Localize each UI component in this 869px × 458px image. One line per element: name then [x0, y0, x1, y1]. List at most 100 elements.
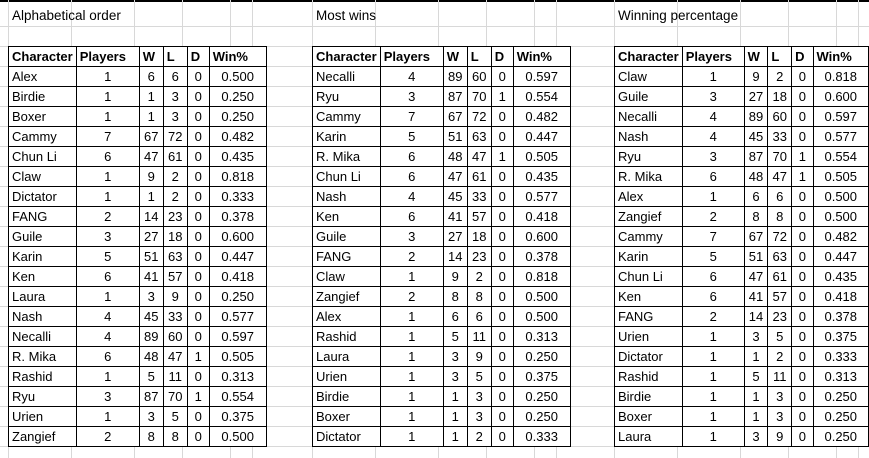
- cell-w[interactable]: 48: [743, 166, 769, 187]
- cell-l[interactable]: 47: [767, 166, 793, 187]
- cell-character[interactable]: Chun Li: [8, 146, 77, 167]
- cell-players[interactable]: 1: [681, 366, 745, 387]
- cell-pct[interactable]: 0.600: [812, 86, 869, 107]
- cell-pct[interactable]: 0.482: [812, 226, 869, 247]
- column-header-players[interactable]: Players: [379, 46, 444, 67]
- cell-w[interactable]: 41: [138, 266, 164, 287]
- cell-d[interactable]: 0: [186, 166, 210, 187]
- cell-pct[interactable]: 0.313: [812, 366, 869, 387]
- cell-w[interactable]: 89: [138, 326, 164, 347]
- cell-d[interactable]: 0: [186, 266, 210, 287]
- cell-w[interactable]: 47: [743, 266, 769, 287]
- cell-d[interactable]: 0: [791, 126, 814, 147]
- cell-pct[interactable]: 0.333: [812, 346, 869, 367]
- table-row[interactable]: Zangief 2 8 8 0 0.500: [614, 206, 869, 227]
- cell-pct[interactable]: 0.597: [512, 66, 571, 87]
- cell-l[interactable]: 8: [466, 286, 492, 307]
- stats-table-winning-percentage[interactable]: Character Players W L D Win% Claw 1 9 2 0 0.818 Guil…: [614, 46, 869, 447]
- table-row[interactable]: Cammy 7 67 72 0 0.482: [8, 126, 267, 147]
- table-row[interactable]: Chun Li 6 47 61 0 0.435: [312, 166, 571, 187]
- cell-character[interactable]: Karin: [8, 246, 77, 267]
- cell-character[interactable]: Guile: [8, 226, 77, 247]
- table-row[interactable]: Rashid 1 5 11 0 0.313: [8, 366, 267, 387]
- cell-w[interactable]: 9: [138, 166, 164, 187]
- cell-character[interactable]: R. Mika: [312, 146, 381, 167]
- cell-w[interactable]: 27: [442, 226, 468, 247]
- cell-w[interactable]: 6: [442, 306, 468, 327]
- cell-l[interactable]: 33: [767, 126, 793, 147]
- cell-w[interactable]: 47: [138, 146, 164, 167]
- cell-players[interactable]: 3: [379, 226, 444, 247]
- table-row[interactable]: Alex 1 6 6 0 0.500: [614, 186, 869, 207]
- cell-pct[interactable]: 0.577: [512, 186, 571, 207]
- cell-players[interactable]: 6: [379, 166, 444, 187]
- cell-players[interactable]: 1: [681, 186, 745, 207]
- cell-pct[interactable]: 0.500: [208, 426, 267, 447]
- cell-pct[interactable]: 0.435: [512, 166, 571, 187]
- cell-l[interactable]: 23: [162, 206, 188, 227]
- cell-l[interactable]: 18: [466, 226, 492, 247]
- cell-l[interactable]: 3: [162, 106, 188, 127]
- cell-players[interactable]: 1: [75, 406, 140, 427]
- cell-d[interactable]: 0: [490, 66, 514, 87]
- cell-pct[interactable]: 0.250: [512, 406, 571, 427]
- cell-d[interactable]: 0: [186, 186, 210, 207]
- cell-character[interactable]: Laura: [8, 286, 77, 307]
- cell-players[interactable]: 2: [681, 206, 745, 227]
- cell-w[interactable]: 9: [442, 266, 468, 287]
- cell-players[interactable]: 6: [379, 146, 444, 167]
- cell-l[interactable]: 63: [767, 246, 793, 267]
- cell-d[interactable]: 0: [791, 106, 814, 127]
- cell-l[interactable]: 70: [466, 86, 492, 107]
- cell-players[interactable]: 6: [681, 166, 745, 187]
- cell-players[interactable]: 1: [681, 326, 745, 347]
- cell-players[interactable]: 1: [75, 166, 140, 187]
- table-row[interactable]: Rashid 1 5 11 0 0.313: [312, 326, 571, 347]
- column-header-l[interactable]: L: [466, 46, 492, 67]
- cell-pct[interactable]: 0.597: [208, 326, 267, 347]
- table-row[interactable]: Zangief 2 8 8 0 0.500: [312, 286, 571, 307]
- cell-d[interactable]: 0: [186, 426, 210, 447]
- cell-l[interactable]: 8: [162, 426, 188, 447]
- cell-l[interactable]: 72: [162, 126, 188, 147]
- column-header-pct[interactable]: Win%: [812, 46, 869, 67]
- cell-character[interactable]: Necalli: [614, 106, 683, 127]
- table-row[interactable]: Nash 4 45 33 0 0.577: [614, 126, 869, 147]
- cell-l[interactable]: 3: [162, 86, 188, 107]
- cell-d[interactable]: 0: [791, 186, 814, 207]
- cell-pct[interactable]: 0.250: [812, 386, 869, 407]
- cell-pct[interactable]: 0.378: [512, 246, 571, 267]
- cell-d[interactable]: 1: [490, 86, 514, 107]
- cell-character[interactable]: Cammy: [614, 226, 683, 247]
- table-row[interactable]: R. Mika 6 48 47 1 0.505: [614, 166, 869, 187]
- cell-players[interactable]: 1: [379, 306, 444, 327]
- cell-w[interactable]: 89: [442, 66, 468, 87]
- cell-players[interactable]: 1: [75, 106, 140, 127]
- cell-l[interactable]: 5: [162, 406, 188, 427]
- cell-pct[interactable]: 0.577: [208, 306, 267, 327]
- table-row[interactable]: Ken 6 41 57 0 0.418: [312, 206, 571, 227]
- column-header-d[interactable]: D: [186, 46, 210, 67]
- cell-l[interactable]: 70: [162, 386, 188, 407]
- cell-players[interactable]: 6: [681, 266, 745, 287]
- cell-d[interactable]: 0: [490, 246, 514, 267]
- cell-d[interactable]: 1: [791, 166, 814, 187]
- cell-pct[interactable]: 0.505: [208, 346, 267, 367]
- cell-pct[interactable]: 0.250: [512, 386, 571, 407]
- table-row[interactable]: Urien 1 3 5 0 0.375: [614, 326, 869, 347]
- cell-pct[interactable]: 0.577: [812, 126, 869, 147]
- cell-character[interactable]: Alex: [614, 186, 683, 207]
- column-header-d[interactable]: D: [490, 46, 514, 67]
- cell-players[interactable]: 1: [379, 346, 444, 367]
- cell-w[interactable]: 45: [442, 186, 468, 207]
- cell-w[interactable]: 3: [743, 426, 769, 447]
- cell-w[interactable]: 41: [442, 206, 468, 227]
- cell-d[interactable]: 0: [791, 86, 814, 107]
- cell-players[interactable]: 2: [681, 306, 745, 327]
- cell-character[interactable]: Alex: [8, 66, 77, 87]
- table-row[interactable]: Boxer 1 1 3 0 0.250: [8, 106, 267, 127]
- cell-l[interactable]: 72: [466, 106, 492, 127]
- cell-players[interactable]: 3: [681, 86, 745, 107]
- cell-character[interactable]: Dictator: [312, 426, 381, 447]
- cell-character[interactable]: Karin: [614, 246, 683, 267]
